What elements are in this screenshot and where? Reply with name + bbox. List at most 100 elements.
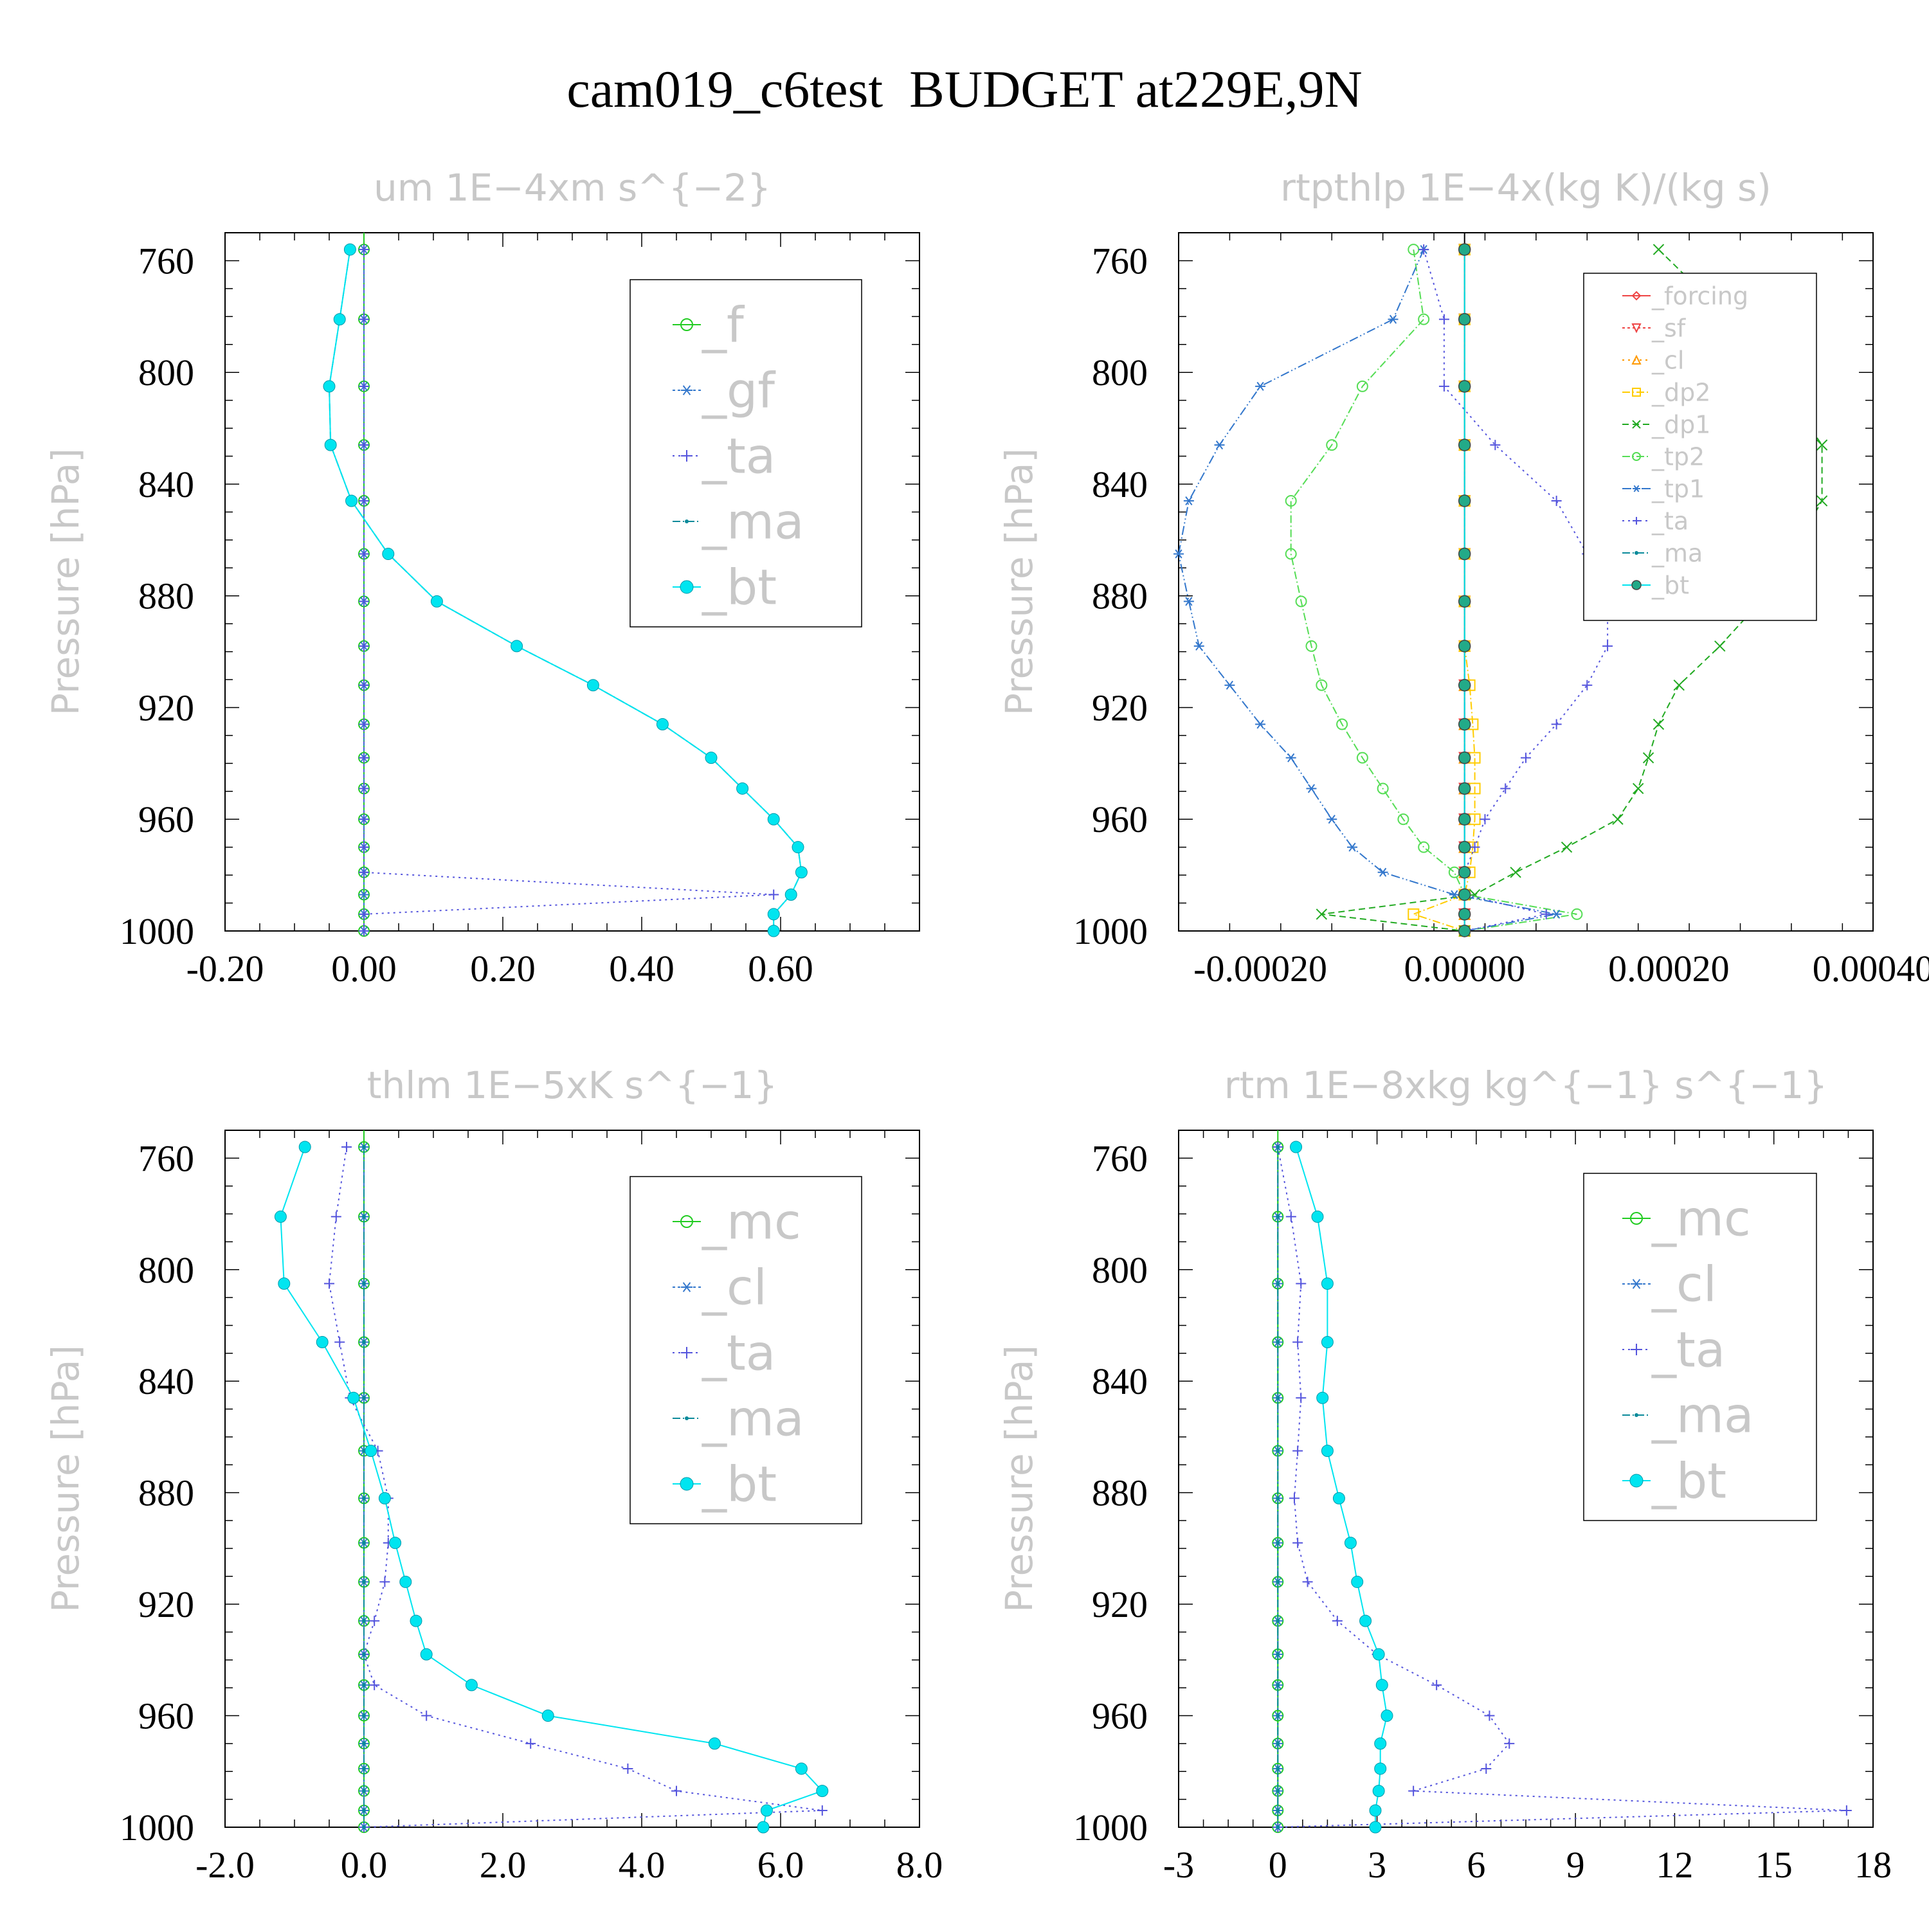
- y-tick-label: 840: [138, 464, 194, 505]
- panel-2: rtpthlp 1E−4x(kg K)/(kg s) Pressure [hPa]…: [997, 166, 1929, 989]
- marker-dot: [1369, 1804, 1382, 1817]
- x-tick-label: 0.20: [470, 948, 536, 989]
- marker-cross-b: [1653, 718, 1665, 730]
- marker-dot: [795, 1762, 808, 1775]
- legend-label: _ta: [702, 428, 775, 485]
- y-axis-label: Pressure [hPa]: [997, 448, 1041, 716]
- marker-dot: [278, 1277, 291, 1290]
- x-tick-label: 0: [1269, 1844, 1287, 1886]
- marker-small-dot: [1276, 1396, 1280, 1400]
- y-axis-label: Pressure [hPa]: [997, 1345, 1041, 1612]
- legend-box: [629, 1176, 862, 1524]
- legend-label: _cl: [702, 1259, 767, 1316]
- legend-label: _dp2: [1651, 378, 1710, 406]
- marker-dot: [586, 679, 599, 692]
- marker-circle: [1418, 841, 1430, 853]
- marker-dot: [1458, 312, 1471, 326]
- series-ma: [362, 1145, 366, 1829]
- y-tick-label: 960: [138, 799, 194, 840]
- x-tick-label: 0.00: [331, 948, 397, 989]
- marker-circle: [1316, 679, 1328, 691]
- marker-dot: [343, 243, 356, 256]
- marker-dot: [1321, 1445, 1334, 1458]
- marker-diamond: [1631, 291, 1642, 301]
- marker-small-dot: [1276, 1145, 1280, 1150]
- marker-dot: [1631, 580, 1642, 590]
- marker-square: [1408, 908, 1420, 920]
- legend: _mc _cl _ta _ma _bt: [1583, 1173, 1817, 1521]
- marker-small-dot: [362, 1808, 366, 1812]
- marker-circle: [1630, 1212, 1643, 1225]
- x-tick-label: 6.0: [757, 1844, 804, 1886]
- legend-label: _gf: [702, 362, 776, 419]
- marker-small-dot: [1276, 1496, 1280, 1501]
- marker-small-dot: [1276, 1619, 1280, 1623]
- series-ta: [359, 244, 779, 936]
- legend-label: _ma: [702, 493, 804, 550]
- x-tick-label: -3: [1163, 1844, 1194, 1886]
- x-tick-label: 3: [1368, 1844, 1386, 1886]
- marker-dot: [1351, 1575, 1364, 1588]
- legend-label: _dp1: [1651, 410, 1710, 438]
- x-tick-label: 0.40: [609, 948, 675, 989]
- marker-circle: [1356, 380, 1368, 392]
- marker-cross-b: [1673, 680, 1685, 691]
- y-tick-label: 840: [138, 1360, 194, 1402]
- marker-dot: [1458, 380, 1471, 393]
- series-line: [1295, 1146, 1388, 1827]
- marker-small-dot: [362, 1766, 366, 1771]
- series-line: [1177, 249, 1557, 932]
- marker-small-dot: [362, 1652, 366, 1657]
- marker-circle: [1326, 439, 1338, 451]
- marker-dot: [1458, 494, 1471, 507]
- y-tick-label: 1000: [1073, 910, 1148, 952]
- series-bt: [1458, 243, 1471, 937]
- y-tick-label: 760: [1092, 240, 1148, 282]
- marker-dot: [1458, 866, 1471, 879]
- legend-label: _ta: [702, 1324, 775, 1382]
- marker-ast-b: [1307, 784, 1316, 793]
- y-tick-label: 800: [138, 1249, 194, 1291]
- marker-dot: [324, 438, 337, 451]
- marker-dot: [274, 1210, 287, 1223]
- legend-label: _mc: [1651, 1190, 1751, 1247]
- marker-small-dot: [1276, 1741, 1280, 1746]
- marker-dot: [378, 1492, 391, 1504]
- series-line: [363, 249, 774, 931]
- marker-small-dot: [362, 1281, 366, 1286]
- marker-ast-b: [1215, 440, 1224, 450]
- panel-1: um 1E−4xm s^{−2} Pressure [hPa] 760 800 840 8…: [44, 166, 920, 989]
- marker-dot: [757, 1821, 770, 1834]
- panel-title: rtpthlp 1E−4x(kg K)/(kg s): [1280, 166, 1771, 210]
- marker-small-dot: [362, 1713, 366, 1718]
- y-tick-label: 920: [1092, 687, 1148, 728]
- y-tick-label: 920: [138, 687, 194, 728]
- marker-dot: [465, 1679, 478, 1692]
- marker-small-dot: [685, 1416, 689, 1420]
- series-bt: [1290, 1141, 1393, 1834]
- x-tick-label: -0.00020: [1193, 948, 1327, 989]
- legend-label: _cl: [1651, 1256, 1717, 1313]
- marker-dot: [298, 1141, 311, 1153]
- marker-dot: [1374, 1762, 1387, 1775]
- legend-box: [629, 279, 862, 627]
- marker-dot: [1458, 925, 1471, 937]
- x-tick-label: 2.0: [480, 1844, 527, 1886]
- plot-frame: [1178, 232, 1874, 932]
- marker-dot: [1316, 1391, 1329, 1404]
- marker-small-dot: [1276, 1449, 1280, 1453]
- marker-dot: [760, 1804, 773, 1817]
- marker-circle: [1571, 908, 1583, 920]
- marker-circle: [1295, 595, 1307, 608]
- marker-dot: [1458, 840, 1471, 854]
- marker-dot: [767, 908, 780, 921]
- marker-dot: [767, 925, 780, 937]
- x-tick-label: 18: [1854, 1844, 1892, 1886]
- marker-dot: [511, 640, 523, 653]
- marker-small-dot: [1276, 1652, 1280, 1657]
- marker-small-dot: [1635, 1413, 1638, 1417]
- marker-circle: [1305, 640, 1318, 652]
- x-tick-label: 8.0: [896, 1844, 943, 1886]
- y-tick-label: 1000: [1073, 1807, 1148, 1848]
